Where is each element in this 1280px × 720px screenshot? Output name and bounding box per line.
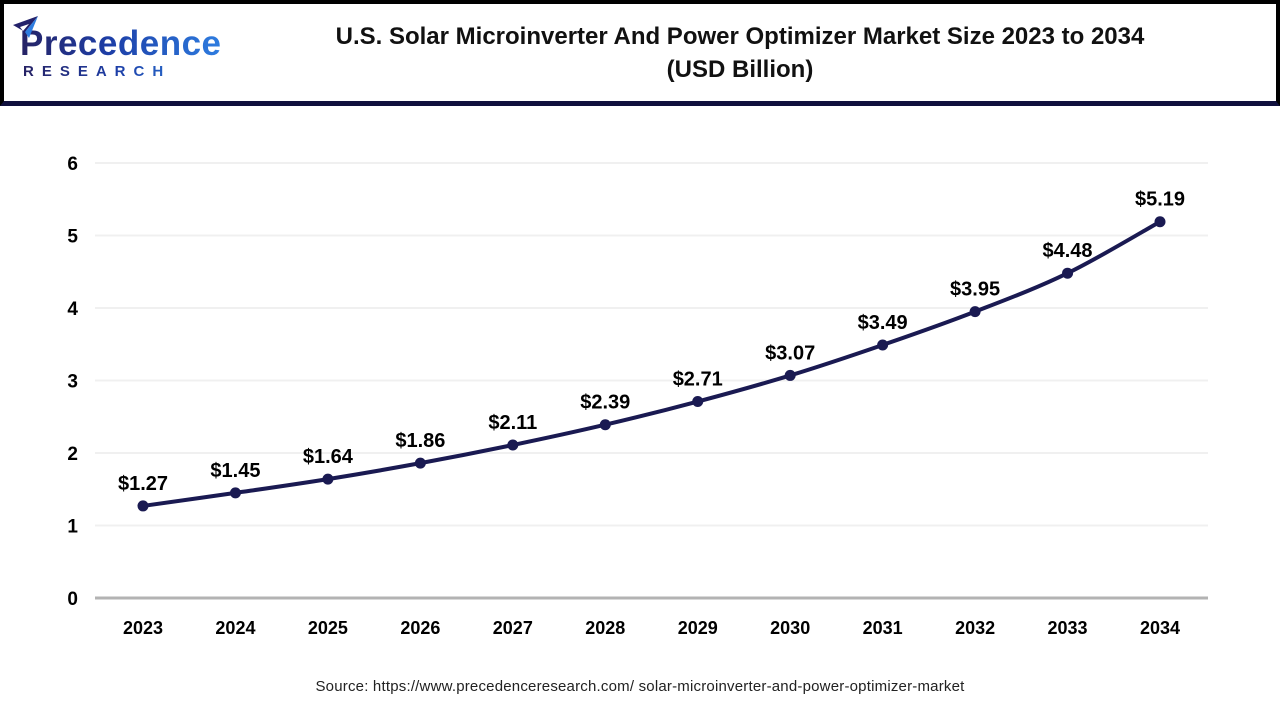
x-tick-label: 2023 <box>123 618 163 638</box>
data-point <box>229 487 241 499</box>
series-line <box>142 219 1161 508</box>
y-tick-label: 4 <box>67 299 78 320</box>
data-label: $2.39 <box>580 392 630 414</box>
chart-title: U.S. Solar Microinverter And Power Optim… <box>234 20 1276 86</box>
data-point <box>1062 267 1074 279</box>
logo-subtext: RESEARCH <box>23 64 234 79</box>
data-label: $3.49 <box>858 312 908 334</box>
data-label: $1.45 <box>210 460 260 482</box>
data-point <box>692 396 704 408</box>
y-tick-label: 5 <box>67 227 78 248</box>
chart-area: 0 1 2 3 4 5 6 $1.27 2023 $1.45 2024 $1.64 2025 $1.86 2… <box>0 106 1280 720</box>
x-tick-label: 2024 <box>215 618 255 638</box>
y-tick-label: 6 <box>67 154 78 175</box>
source-text: Source: https://www.precedenceresearch.c… <box>315 678 965 695</box>
data-point <box>507 439 519 451</box>
x-tick-label: 2033 <box>1048 618 1088 638</box>
y-tick-label: 1 <box>67 517 78 538</box>
x-tick-label: 2029 <box>678 618 718 638</box>
data-point <box>599 419 611 431</box>
x-tick-label: 2030 <box>770 618 810 638</box>
data-point <box>969 306 981 318</box>
y-tick-label: 0 <box>67 589 78 610</box>
x-tick-label: 2031 <box>863 618 903 638</box>
line-chart: 0 1 2 3 4 5 6 $1.27 2023 $1.45 2024 $1.64 2025 $1.86 2… <box>67 154 1208 638</box>
y-tick-label: 3 <box>67 372 78 393</box>
data-label: $2.11 <box>488 412 537 434</box>
data-label: $1.27 <box>118 473 168 495</box>
data-point <box>322 473 334 485</box>
x-tick-label: 2034 <box>1140 618 1180 638</box>
x-tick-label: 2025 <box>308 618 348 638</box>
brand-logo: Precedence RESEARCH <box>4 16 234 79</box>
chart-title-line2: (USD Billion) <box>666 56 814 84</box>
data-point <box>784 369 796 381</box>
data-label: $4.48 <box>1043 240 1093 262</box>
logo-wordmark: Precedence <box>20 24 222 63</box>
header: Precedence RESEARCH U.S. Solar Microinve… <box>0 0 1280 106</box>
data-point <box>137 500 149 512</box>
data-label: $2.71 <box>673 369 723 391</box>
x-tick-label: 2028 <box>585 618 625 638</box>
data-label: $1.64 <box>303 446 354 468</box>
data-label: $3.95 <box>950 279 1000 301</box>
x-tick-label: 2027 <box>493 618 533 638</box>
data-label: $1.86 <box>395 430 445 452</box>
data-label: $3.07 <box>765 342 815 364</box>
chart-title-line1: U.S. Solar Microinverter And Power Optim… <box>335 22 1145 50</box>
paper-plane-icon <box>13 16 38 38</box>
data-point <box>1154 216 1166 228</box>
data-point <box>414 457 426 469</box>
y-tick-label: 2 <box>67 444 78 465</box>
data-label: $5.19 <box>1135 189 1185 211</box>
x-tick-label: 2026 <box>400 618 440 638</box>
data-point <box>877 339 889 351</box>
x-tick-label: 2032 <box>955 618 995 638</box>
